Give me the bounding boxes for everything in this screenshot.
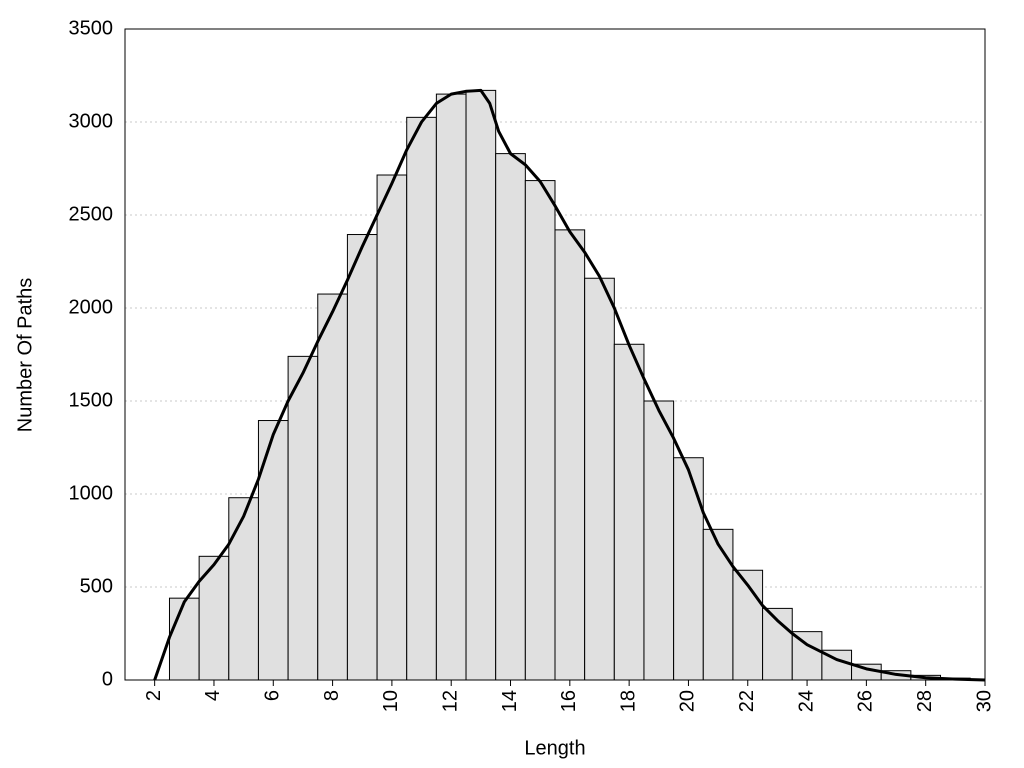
- x-tick-label: 20: [677, 690, 699, 712]
- bar: [584, 277, 615, 681]
- bar: [465, 89, 497, 681]
- bar: [317, 293, 348, 681]
- bar: [702, 528, 734, 681]
- bar: [495, 153, 526, 681]
- y-axis-label: Number Of Paths: [14, 278, 36, 433]
- x-tick-label: 10: [380, 690, 402, 712]
- y-tick-label: 2500: [69, 203, 114, 225]
- x-tick-label: 14: [499, 690, 521, 712]
- bar: [554, 229, 586, 681]
- y-tick-label: 3500: [69, 17, 114, 39]
- x-tick-label: 22: [736, 690, 758, 712]
- x-axis-label: Length: [524, 737, 585, 759]
- bar: [287, 355, 319, 681]
- bar: [613, 343, 645, 681]
- bar: [643, 400, 675, 681]
- y-tick-label: 0: [102, 668, 113, 690]
- density-curve: [153, 88, 986, 682]
- bar: [257, 420, 289, 681]
- x-tick-label: 12: [439, 690, 461, 712]
- bar: [673, 457, 704, 681]
- x-tick-label: 26: [855, 690, 877, 712]
- bar: [346, 234, 378, 681]
- bar: [168, 597, 200, 681]
- x-tick-label: 6: [262, 690, 284, 701]
- bar: [228, 497, 259, 681]
- bar: [524, 180, 556, 681]
- x-tick-label: 18: [617, 690, 639, 712]
- bar: [791, 631, 823, 681]
- plot-frame: [124, 28, 986, 681]
- bar: [376, 174, 408, 681]
- x-tick-label: 30: [973, 690, 995, 712]
- y-tick-label: 1000: [69, 482, 114, 504]
- bar: [435, 93, 467, 681]
- y-tick-label: 500: [80, 575, 113, 597]
- x-tick-label: 2: [143, 690, 165, 701]
- y-tick-label: 1500: [69, 389, 114, 411]
- bar: [406, 116, 437, 681]
- x-tick-label: 24: [795, 690, 817, 712]
- y-tick-label: 3000: [69, 110, 114, 132]
- y-tick-label: 2000: [69, 296, 114, 318]
- x-tick-label: 28: [914, 690, 936, 712]
- x-tick-label: 16: [558, 690, 580, 712]
- x-tick-label: 4: [202, 690, 224, 701]
- x-tick-label: 8: [321, 690, 343, 701]
